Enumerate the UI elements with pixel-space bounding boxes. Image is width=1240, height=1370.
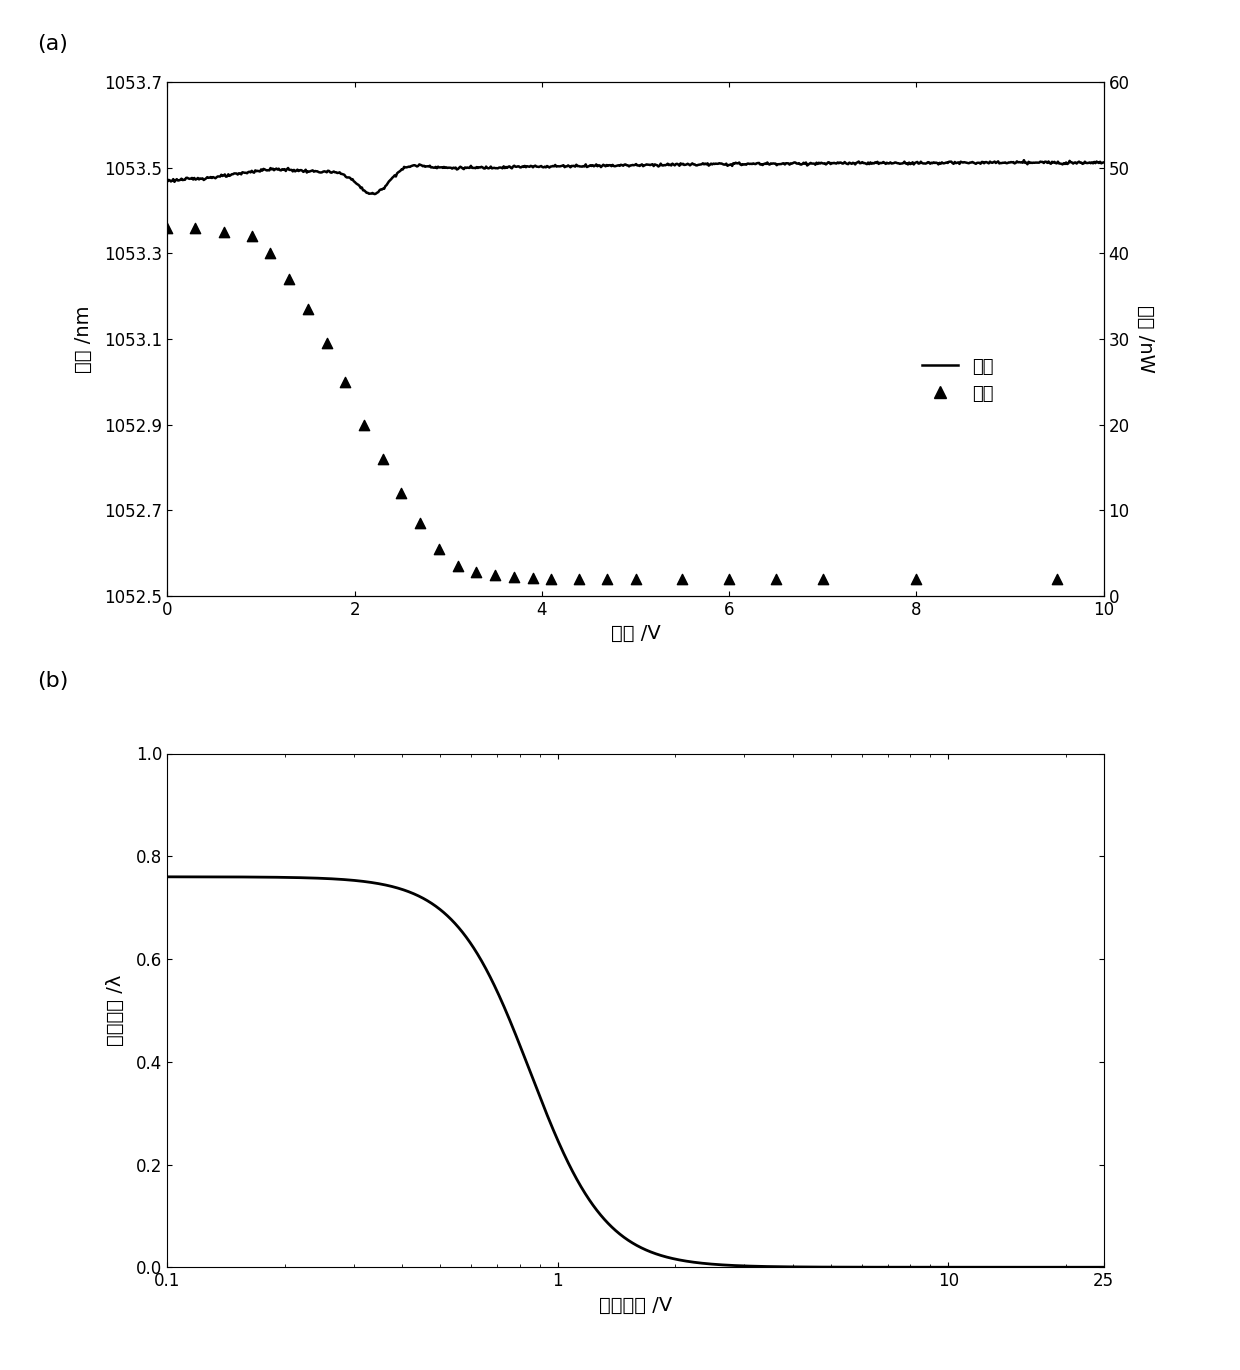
Point xyxy=(719,569,739,590)
Y-axis label: 延迟能力 /λ: 延迟能力 /λ xyxy=(107,974,125,1047)
Text: (a): (a) xyxy=(37,34,68,55)
Point xyxy=(598,569,618,590)
X-axis label: 电压 /V: 电压 /V xyxy=(610,625,661,644)
Point xyxy=(392,482,412,504)
Point xyxy=(298,299,317,321)
Point xyxy=(186,216,206,238)
Point xyxy=(157,216,177,238)
Point xyxy=(672,569,692,590)
Point xyxy=(316,333,336,355)
Point xyxy=(522,567,542,589)
Point xyxy=(625,569,645,590)
Point xyxy=(569,569,589,590)
Point xyxy=(355,414,374,436)
Point xyxy=(766,569,786,590)
Point xyxy=(279,269,299,290)
Point xyxy=(448,555,467,577)
Point xyxy=(410,512,430,534)
Point xyxy=(813,569,833,590)
Point xyxy=(213,221,233,242)
Point xyxy=(429,538,449,560)
Text: (b): (b) xyxy=(37,671,68,692)
Point xyxy=(260,242,280,264)
Point xyxy=(373,448,393,470)
Point xyxy=(542,569,562,590)
Point xyxy=(503,566,523,588)
Y-axis label: 功率 /nW: 功率 /nW xyxy=(1136,306,1154,373)
Point xyxy=(1047,569,1066,590)
Point xyxy=(906,569,926,590)
X-axis label: 驱动电压 /V: 驱动电压 /V xyxy=(599,1296,672,1315)
Legend: 功率, 波长: 功率, 波长 xyxy=(914,351,1001,410)
Point xyxy=(335,371,355,393)
Point xyxy=(242,226,262,248)
Point xyxy=(485,563,505,585)
Y-axis label: 波长 /nm: 波长 /nm xyxy=(74,306,93,373)
Point xyxy=(466,562,486,584)
